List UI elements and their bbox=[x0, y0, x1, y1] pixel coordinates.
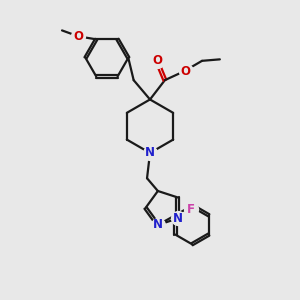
Text: O: O bbox=[74, 30, 83, 43]
Text: O: O bbox=[181, 65, 191, 78]
Text: F: F bbox=[187, 203, 195, 216]
Text: N: N bbox=[145, 146, 155, 160]
Text: O: O bbox=[152, 54, 162, 67]
Text: N: N bbox=[153, 218, 163, 231]
Text: N: N bbox=[173, 212, 183, 225]
